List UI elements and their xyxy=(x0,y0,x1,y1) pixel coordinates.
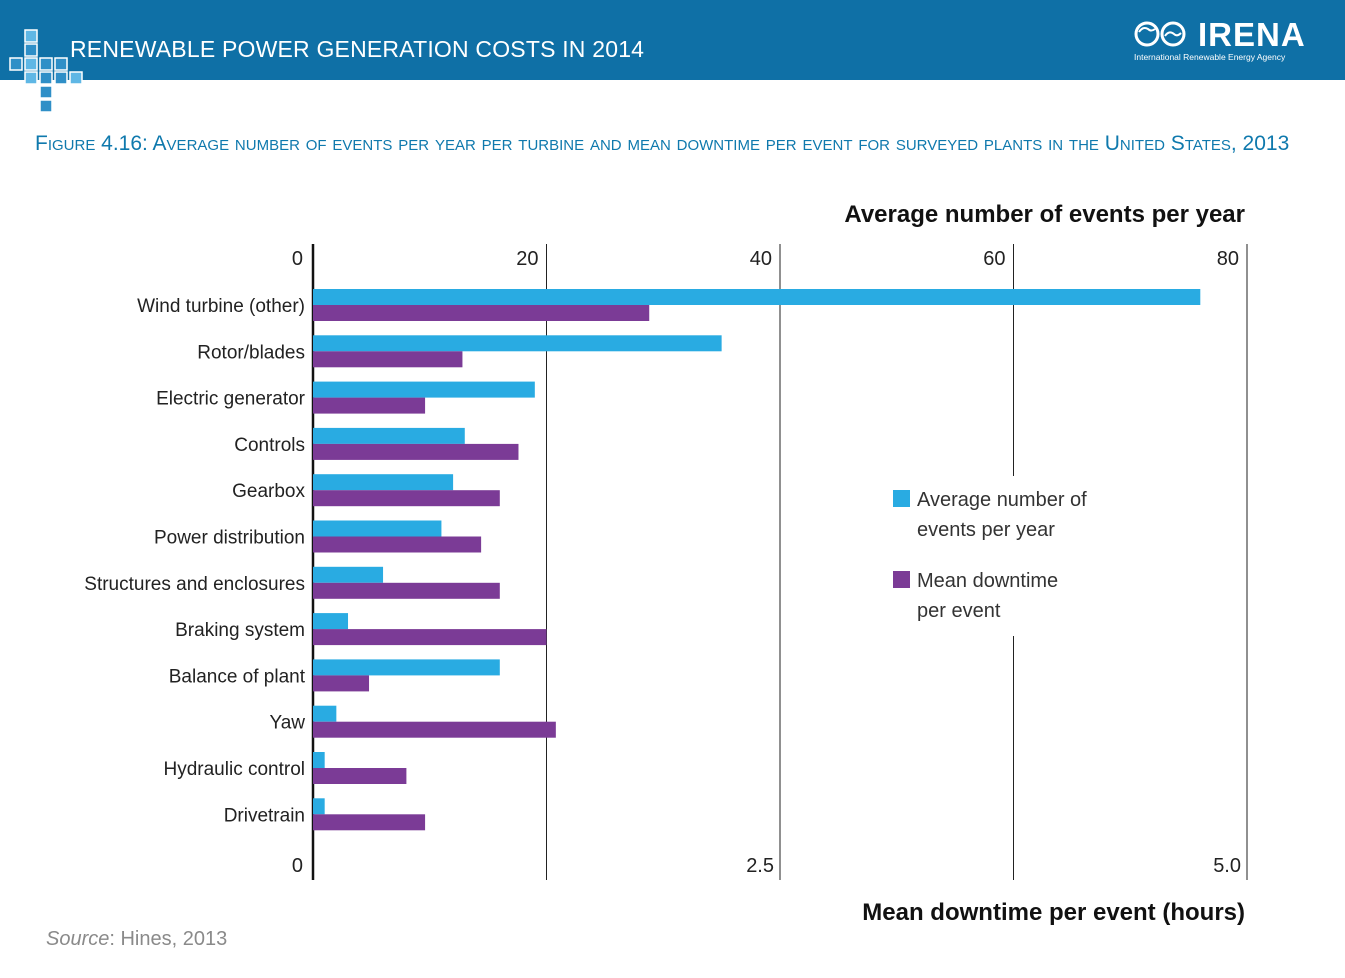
logo-square xyxy=(24,71,38,85)
legend-swatch xyxy=(893,571,910,588)
bar-downtime-1 xyxy=(313,351,463,368)
bar-downtime-5 xyxy=(313,536,482,553)
legend-label: Mean downtime xyxy=(917,570,1058,592)
logo-square xyxy=(24,29,38,43)
category-label: Yaw xyxy=(269,713,305,734)
bar-events-9 xyxy=(313,705,337,722)
source-note: Source: Hines, 2013 xyxy=(46,928,227,951)
bottom-tick-label: 0 xyxy=(292,855,303,877)
top-tick-label: 40 xyxy=(750,248,772,270)
top-tick-label: 0 xyxy=(292,248,303,270)
logo-square xyxy=(54,71,68,85)
legend-label: Average number of xyxy=(917,489,1087,511)
bar-downtime-7 xyxy=(313,629,547,646)
category-label: Braking system xyxy=(175,620,305,641)
top-axis-title: Average number of events per year xyxy=(844,201,1245,228)
logo-square xyxy=(9,57,23,71)
bar-downtime-6 xyxy=(313,582,500,599)
category-label: Structures and enclosures xyxy=(84,574,305,595)
bar-downtime-3 xyxy=(313,443,519,460)
category-label: Gearbox xyxy=(232,481,305,502)
category-label: Drivetrain xyxy=(224,805,305,826)
bar-events-0 xyxy=(313,289,1201,305)
bar-downtime-8 xyxy=(313,675,370,692)
top-tick-label: 80 xyxy=(1217,248,1239,270)
logo-square xyxy=(39,99,53,113)
header-banner xyxy=(0,0,1345,80)
bar-downtime-0 xyxy=(313,305,650,321)
category-label: Hydraulic control xyxy=(164,759,306,780)
category-label: Wind turbine (other) xyxy=(137,296,305,317)
legend-label: per event xyxy=(917,600,1001,622)
logo-square xyxy=(39,85,53,99)
logo-square xyxy=(54,57,68,71)
bar-events-4 xyxy=(313,474,454,491)
bar-downtime-9 xyxy=(313,721,556,738)
source-text: : Hines, 2013 xyxy=(109,928,228,950)
legend-label: events per year xyxy=(917,519,1055,541)
report-title: RENEWABLE POWER GENERATION COSTS IN 2014 xyxy=(70,36,645,62)
logo-square xyxy=(39,71,53,85)
bottom-tick-label: 2.5 xyxy=(746,855,774,877)
logo-subtitle: International Renewable Energy Agency xyxy=(1134,52,1286,62)
bar-events-3 xyxy=(313,427,465,444)
bar-events-1 xyxy=(313,335,722,352)
category-label: Controls xyxy=(234,435,305,456)
category-label: Power distribution xyxy=(154,528,305,549)
bar-events-7 xyxy=(313,613,349,630)
bottom-axis-title: Mean downtime per event (hours) xyxy=(862,899,1245,926)
bar-events-10 xyxy=(313,752,325,768)
category-label: Balance of plant xyxy=(169,666,306,687)
bottom-tick-label: 5.0 xyxy=(1213,855,1241,877)
bar-events-6 xyxy=(313,566,384,583)
source-label: Source xyxy=(46,928,110,950)
bar-events-5 xyxy=(313,520,442,537)
bar-events-2 xyxy=(313,381,535,398)
logo-square xyxy=(39,57,53,71)
bar-events-8 xyxy=(313,659,500,676)
header-squares-mark xyxy=(9,29,83,113)
bar-downtime-10 xyxy=(313,768,407,784)
logo-wordmark: IRENA xyxy=(1198,16,1306,53)
logo-square xyxy=(24,43,38,57)
irena-globe-icon xyxy=(1134,21,1186,47)
logo-square xyxy=(24,57,38,71)
category-label: Rotor/blades xyxy=(197,342,305,363)
logo-square xyxy=(69,71,83,85)
bar-downtime-11 xyxy=(313,814,426,831)
figure-title: Figure 4.16: Average number of events pe… xyxy=(35,132,1290,155)
top-tick-label: 60 xyxy=(983,248,1005,270)
category-label: Electric generator xyxy=(156,389,306,410)
legend-swatch xyxy=(893,490,910,507)
top-tick-label: 20 xyxy=(516,248,538,270)
bar-downtime-2 xyxy=(313,397,426,414)
bar-downtime-4 xyxy=(313,490,500,507)
bar-events-11 xyxy=(313,798,325,815)
